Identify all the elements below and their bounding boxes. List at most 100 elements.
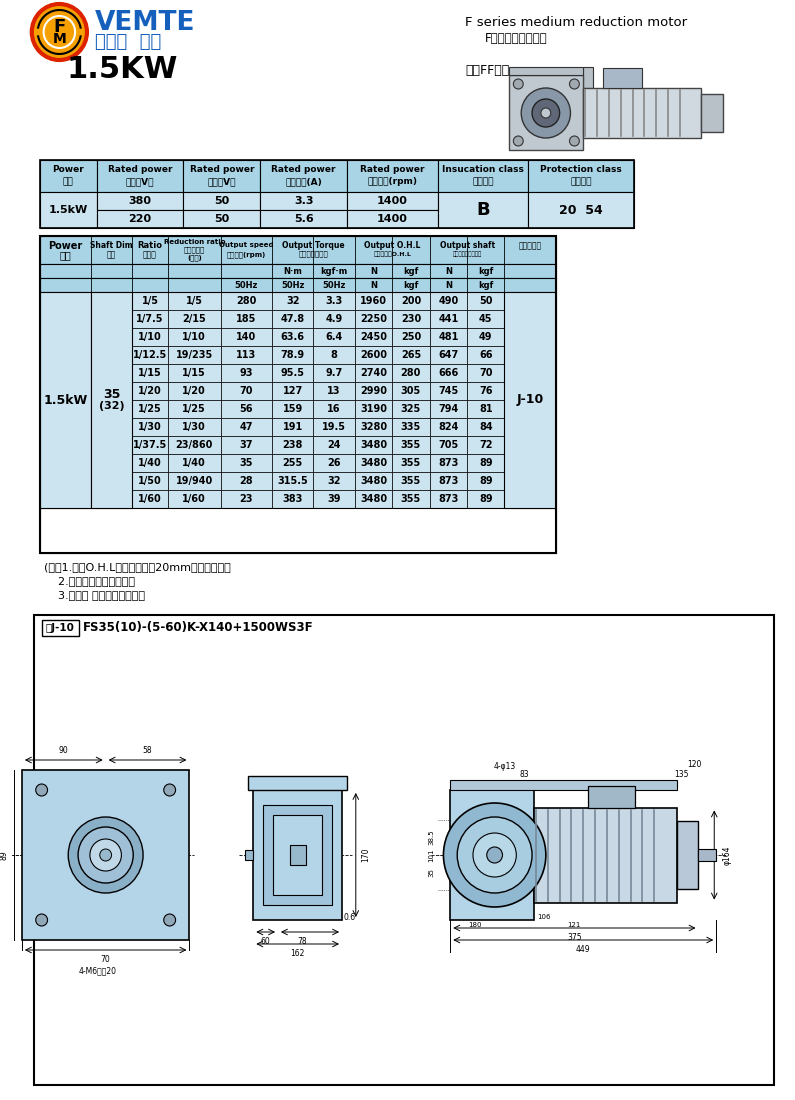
Bar — [467, 292, 505, 310]
Bar — [132, 436, 168, 454]
Bar — [429, 364, 467, 382]
Bar — [40, 382, 91, 400]
Bar — [272, 382, 313, 400]
Bar — [273, 815, 322, 895]
Text: 輸出軸垂前O.H.L: 輸出軸垂前O.H.L — [374, 251, 411, 256]
Bar — [40, 364, 91, 382]
Text: 1/20: 1/20 — [138, 386, 162, 396]
Bar — [132, 292, 168, 310]
Text: 873: 873 — [438, 476, 459, 486]
Circle shape — [444, 803, 546, 908]
Bar — [40, 418, 91, 436]
Text: 17: 17 — [293, 880, 303, 890]
Bar — [392, 436, 429, 454]
Text: kgf: kgf — [403, 280, 419, 289]
Text: 90: 90 — [59, 746, 68, 755]
Bar — [588, 785, 635, 807]
Bar — [272, 400, 313, 418]
Bar — [313, 418, 355, 436]
Bar — [347, 192, 437, 210]
Text: 35: 35 — [103, 387, 120, 400]
Bar — [91, 382, 132, 400]
Text: 45: 45 — [479, 314, 493, 324]
Bar — [467, 418, 505, 436]
Bar — [97, 210, 184, 228]
Bar — [603, 68, 642, 88]
Bar — [429, 436, 467, 454]
Bar — [33, 615, 774, 1085]
Bar — [505, 436, 556, 454]
Bar — [40, 236, 556, 264]
Bar — [184, 160, 260, 192]
Text: 93: 93 — [240, 368, 254, 378]
Bar — [40, 292, 91, 508]
Bar — [392, 364, 429, 382]
Text: Output Torque: Output Torque — [282, 241, 345, 250]
Text: 防護等級: 防護等級 — [571, 177, 592, 187]
Text: 72: 72 — [479, 440, 493, 450]
Bar — [132, 346, 168, 364]
Text: Output shaft: Output shaft — [440, 241, 494, 250]
Bar — [40, 160, 634, 228]
Text: 89: 89 — [479, 458, 493, 468]
Text: Rated power: Rated power — [271, 165, 335, 175]
Bar — [40, 454, 91, 472]
Bar — [272, 346, 313, 364]
Text: 9.7: 9.7 — [325, 368, 343, 378]
Bar — [505, 292, 556, 310]
Bar — [505, 454, 556, 472]
Text: 280: 280 — [236, 296, 257, 306]
Text: F: F — [53, 18, 65, 36]
Text: 380: 380 — [129, 196, 152, 206]
Text: 50: 50 — [214, 214, 230, 224]
Bar — [272, 472, 313, 490]
Bar — [347, 210, 437, 228]
Text: Power: Power — [52, 165, 84, 175]
Bar — [505, 292, 556, 508]
Text: 28: 28 — [239, 476, 254, 486]
Text: M: M — [52, 32, 66, 46]
Bar — [510, 75, 584, 150]
Bar — [467, 364, 505, 382]
Bar — [429, 490, 467, 508]
Bar — [429, 328, 467, 346]
Bar — [91, 436, 132, 454]
Circle shape — [569, 136, 580, 146]
Bar — [392, 310, 429, 328]
Bar — [168, 490, 221, 508]
Text: 135: 135 — [674, 770, 689, 779]
Bar — [97, 192, 184, 210]
Bar — [429, 310, 467, 328]
Bar — [450, 780, 677, 790]
Text: 2990: 2990 — [360, 386, 387, 396]
Text: kgf: kgf — [403, 266, 419, 275]
Bar — [355, 364, 392, 382]
Bar — [392, 400, 429, 418]
Text: 47.8: 47.8 — [281, 314, 304, 324]
Bar — [221, 292, 272, 310]
Text: 58: 58 — [453, 914, 462, 920]
Text: 1/25: 1/25 — [138, 404, 162, 414]
Circle shape — [44, 16, 75, 48]
Bar — [313, 454, 355, 472]
Bar — [91, 292, 132, 508]
Text: 56: 56 — [240, 404, 254, 414]
Text: 1/25: 1/25 — [182, 404, 206, 414]
Text: 寬度減速比: 寬度減速比 — [184, 246, 205, 253]
Bar — [467, 328, 505, 346]
Bar — [91, 328, 132, 346]
Bar — [429, 418, 467, 436]
Text: kgf: kgf — [478, 280, 494, 289]
Text: 490: 490 — [438, 296, 459, 306]
Bar — [91, 364, 132, 382]
Bar — [221, 382, 272, 400]
Bar — [437, 160, 528, 192]
Bar — [132, 472, 168, 490]
Text: 3480: 3480 — [360, 458, 387, 468]
Bar — [40, 490, 91, 508]
Text: 19/235: 19/235 — [176, 350, 213, 360]
Bar — [701, 94, 723, 132]
Text: B: B — [476, 201, 490, 219]
Bar — [132, 364, 168, 382]
Bar — [699, 849, 716, 861]
